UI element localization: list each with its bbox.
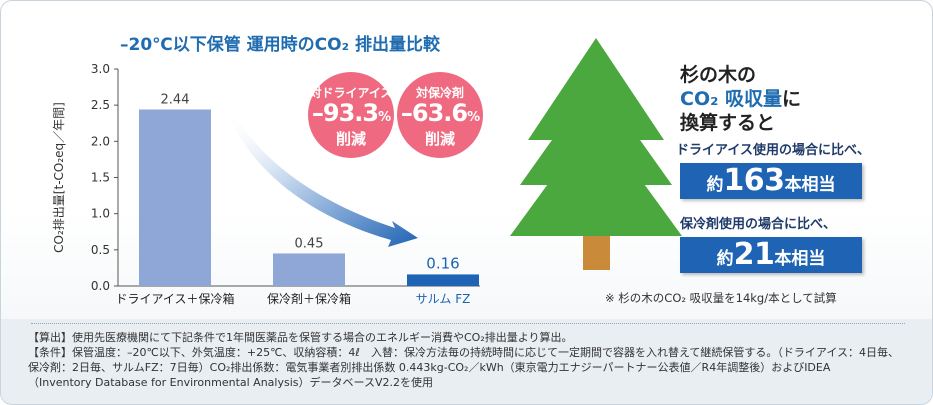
conversion-title-line3: 換算すると — [680, 112, 776, 134]
note-line: （Inventory Database for Environmental An… — [28, 376, 433, 389]
ice-pack-comparison-label: 保冷剤使用の場合に比べ、 — [680, 217, 837, 232]
x-tick-label: 保冷剤＋保冷箱 — [267, 291, 351, 306]
data-label: 2.44 — [161, 93, 190, 108]
bubble-value: –93.3% — [311, 99, 391, 127]
dry-ice-tree-equivalent: 約163本相当 — [680, 163, 862, 199]
bar — [407, 274, 479, 286]
note-line: 【算出】使用先医療機関にて下記条件で1年間医薬品を保管する場合のエネルギー消費や… — [28, 331, 573, 344]
note-line: 保冷剤：2日毎、サルムFZ：7日毎）CO₂排出係数：電気事業者別排出係数 0.4… — [28, 361, 831, 374]
calculation-notes: 【算出】使用先医療機関にて下記条件で1年間医薬品を保管する場合のエネルギー消費や… — [28, 330, 918, 390]
note-line: 【条件】保管温度：–20℃以下、外気温度：+25℃、収納容積：4ℓ 入替：保冷方… — [28, 346, 900, 359]
dry-ice-comparison-label: ドライアイス使用の場合に比べ、 — [676, 143, 870, 158]
conversion-title-line1: 杉の木の — [680, 64, 757, 86]
y-tick-label: 2.0 — [91, 134, 110, 148]
cedar-tree-illustration — [510, 38, 682, 270]
ice-pack-tree-equivalent: 約21本相当 — [680, 237, 862, 273]
bubble-value: –63.6% — [400, 99, 480, 127]
bar — [273, 253, 345, 286]
y-tick-label: 1.5 — [91, 171, 110, 185]
bubble-reduction-label: 削減 — [335, 130, 366, 148]
tree-absorption-note: ※ 杉の木のCO₂ 吸収量を14kg/本として試算 — [605, 291, 837, 305]
x-tick-label: サルム FZ — [416, 292, 471, 306]
bar — [139, 109, 211, 286]
reduction-bubble-ice-pack: 対保冷剤 –63.6% 削減 — [397, 72, 483, 158]
conversion-title-line2: CO₂ 吸収量に — [680, 88, 802, 110]
conversion-title: 杉の木の CO₂ 吸収量に 換算すると — [680, 63, 801, 135]
bubble-reduction-label: 削減 — [424, 130, 455, 148]
reduction-arrow — [227, 110, 418, 247]
y-tick-label: 0.5 — [91, 243, 110, 257]
chart-title: –20℃以下保管 運用時のCO₂ 排出量比較 — [120, 35, 440, 55]
data-label: 0.16 — [426, 254, 459, 272]
y-tick-label: 0.0 — [91, 279, 110, 293]
y-tick-label: 2.5 — [91, 98, 110, 112]
y-tick-label: 1.0 — [91, 207, 110, 221]
x-tick-label: ドライアイス＋保冷箱 — [115, 291, 234, 306]
reduction-bubble-dry-ice: 対ドライアイス –93.3% 削減 — [308, 72, 394, 158]
bubble-caption: 対保冷剤 — [415, 86, 464, 100]
notes-area — [1, 319, 932, 404]
y-axis-label: CO₂排出量[t-CO₂eq／年間] — [52, 102, 66, 253]
notes-divider — [31, 323, 905, 324]
bubble-caption: 対ドライアイス — [309, 86, 393, 100]
data-label: 0.45 — [295, 236, 324, 251]
y-tick-label: 3.0 — [91, 62, 110, 76]
